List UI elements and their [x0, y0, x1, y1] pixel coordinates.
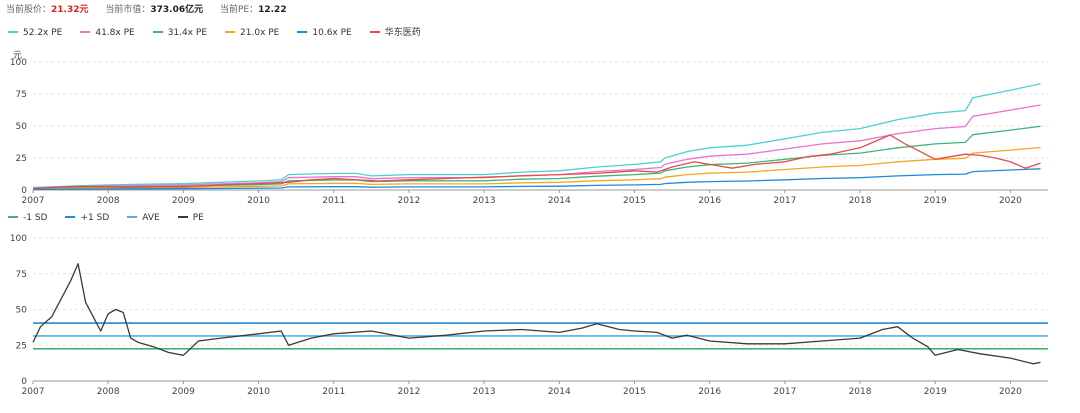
x-tick-label: 2020	[999, 387, 1022, 397]
x-tick-label: 2018	[849, 387, 872, 397]
legend-label: -1 SD	[23, 213, 48, 223]
x-tick-label: 2010	[247, 196, 270, 206]
legend-bottom: -1 SD +1 SD AVE PE	[8, 213, 222, 227]
legend-swatch	[80, 30, 91, 33]
y-tick-label: 0	[21, 377, 27, 387]
x-tick-label: 2013	[473, 387, 496, 397]
legend-label: +1 SD	[80, 213, 110, 223]
y-tick-label: 100	[10, 58, 27, 68]
y-unit-label: 元	[13, 51, 22, 61]
legend-top-item-1[interactable]: 41.8x PE	[80, 28, 135, 38]
x-tick-label: 2018	[849, 196, 872, 206]
x-tick-label: 2012	[397, 196, 420, 206]
legend-top-item-3[interactable]: 21.0x PE	[225, 28, 279, 38]
x-tick-label: 2015	[623, 196, 646, 206]
y-tick-label: 0	[21, 186, 27, 196]
legend-label: 31.4x PE	[167, 28, 208, 38]
x-tick-label: 2007	[22, 196, 45, 206]
x-tick-label: 2017	[773, 387, 796, 397]
y-tick-label: 100	[10, 234, 27, 244]
legend-bottom-item-2[interactable]: AVE	[127, 213, 160, 223]
y-tick-label: 75	[16, 270, 27, 280]
pe-label: 当前PE：	[219, 5, 259, 15]
x-tick-label: 2009	[172, 387, 195, 397]
legend-top-item-2[interactable]: 31.4x PE	[152, 28, 208, 38]
legend-label: AVE	[142, 213, 160, 223]
x-tick-label: 2009	[172, 196, 195, 206]
x-tick-label: 2016	[698, 196, 721, 206]
legend-swatch	[152, 30, 163, 33]
series-line-0	[32, 83, 1041, 189]
series-line-4	[32, 168, 1041, 191]
legend-top-item-0[interactable]: 52.2x PE	[8, 28, 62, 38]
x-tick-label: 2010	[247, 387, 270, 397]
x-tick-label: 2012	[397, 387, 420, 397]
legend-top-item-5[interactable]: 华东医药	[369, 25, 421, 38]
legend-swatch	[8, 215, 18, 218]
x-tick-label: 2015	[623, 387, 646, 397]
legend-label: PE	[192, 213, 204, 223]
y-tick-label: 75	[16, 90, 27, 100]
y-tick-label: 50	[16, 306, 28, 316]
series-line-3	[32, 263, 1041, 365]
x-tick-label: 2011	[322, 196, 345, 206]
x-tick-label: 2020	[999, 196, 1022, 206]
y-tick-label: 50	[16, 122, 28, 132]
x-tick-label: 2016	[698, 387, 721, 397]
legend-top: 52.2x PE 41.8x PE 31.4x PE 21.0x PE 10.6x PE…	[8, 25, 439, 39]
legend-swatch	[8, 30, 18, 33]
pe-history-chart: 0 25 50 75 100 2007 2008 2009 2010 2011 2012 2013 20…	[10, 234, 1048, 397]
legend-bottom-item-0[interactable]: -1 SD	[8, 213, 47, 223]
x-tick-label: 2011	[322, 387, 345, 397]
legend-label: 41.8x PE	[95, 28, 135, 38]
series-line-3	[32, 146, 1041, 190]
legend-swatch	[225, 30, 236, 33]
legend-swatch	[127, 215, 138, 218]
x-tick-label: 2017	[773, 196, 796, 206]
legend-bottom-item-1[interactable]: +1 SD	[65, 213, 109, 223]
legend-swatch	[369, 30, 380, 33]
pe-value: 12.22	[258, 5, 287, 15]
x-tick-label: 2014	[548, 387, 571, 397]
legend-swatch	[297, 30, 308, 33]
x-tick-label: 2019	[924, 196, 947, 206]
x-tick-label: 2007	[22, 387, 45, 397]
price-value: 21.32元	[51, 5, 89, 15]
y-tick-label: 25	[16, 341, 27, 351]
legend-top-item-4[interactable]: 10.6x PE	[297, 28, 352, 38]
x-tick-label: 2014	[548, 196, 571, 206]
series-line-5	[32, 134, 1041, 190]
legend-swatch	[177, 215, 188, 218]
legend-swatch	[65, 215, 76, 218]
x-tick-label: 2019	[924, 387, 947, 397]
mcap-label: 当前市值：	[105, 5, 151, 15]
legend-label: 52.2x PE	[23, 28, 63, 38]
legend-label: 10.6x PE	[312, 28, 352, 38]
y-tick-label: 25	[16, 154, 27, 164]
mcap-value: 373.06亿元	[150, 5, 204, 15]
legend-label: 21.0x PE	[240, 28, 280, 38]
price-label: 当前股价：	[6, 5, 52, 15]
x-tick-label: 2008	[97, 196, 120, 206]
legend-bottom-item-3[interactable]: PE	[177, 213, 204, 223]
header-summary: 当前股价：21.32元 当前市值：373.06亿元 当前PE：12.22	[6, 3, 287, 17]
legend-label: 华东医药	[384, 28, 421, 38]
pe-band-chart: 0 25 50 75 100 2007 2008 2009 2010 2011 2012 2013 20…	[10, 51, 1048, 206]
series-line-2	[32, 125, 1041, 190]
x-tick-label: 2008	[97, 387, 120, 397]
x-tick-label: 2013	[473, 196, 496, 206]
